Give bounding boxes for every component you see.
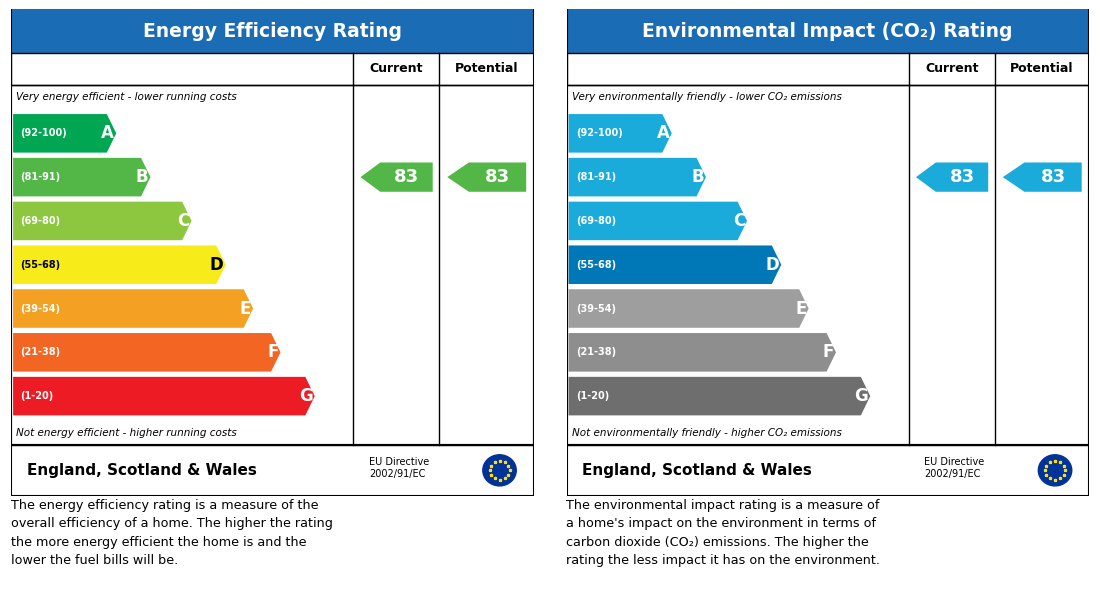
Text: C: C <box>733 212 745 230</box>
Text: (81-91): (81-91) <box>21 172 60 182</box>
Text: (55-68): (55-68) <box>21 260 60 270</box>
Text: Not energy efficient - higher running costs: Not energy efficient - higher running co… <box>16 428 236 438</box>
Text: Current: Current <box>925 62 979 75</box>
Text: 83: 83 <box>485 168 510 186</box>
Text: F: F <box>823 343 834 362</box>
Bar <box>566 445 1089 496</box>
Text: A: A <box>657 124 670 142</box>
Text: (69-80): (69-80) <box>21 216 60 226</box>
Bar <box>566 53 1089 84</box>
Text: Energy Efficiency Rating: Energy Efficiency Rating <box>143 22 402 41</box>
Bar <box>11 445 534 496</box>
Text: The environmental impact rating is a measure of
a home's impact on the environme: The environmental impact rating is a mea… <box>566 499 880 567</box>
Polygon shape <box>569 158 706 197</box>
Text: C: C <box>177 212 189 230</box>
Circle shape <box>483 455 516 486</box>
Text: Potential: Potential <box>1010 62 1074 75</box>
Text: (55-68): (55-68) <box>576 260 616 270</box>
Polygon shape <box>13 201 191 240</box>
Text: (39-54): (39-54) <box>21 304 60 314</box>
Text: G: G <box>855 387 868 405</box>
Bar <box>11 9 534 445</box>
Polygon shape <box>569 290 808 328</box>
Text: A: A <box>101 124 114 142</box>
Text: (92-100): (92-100) <box>21 128 67 139</box>
Polygon shape <box>569 114 672 153</box>
Bar <box>566 9 1089 53</box>
Text: D: D <box>210 256 223 274</box>
Text: E: E <box>795 299 806 317</box>
Polygon shape <box>1001 162 1082 192</box>
Polygon shape <box>13 333 280 371</box>
Text: England, Scotland & Wales: England, Scotland & Wales <box>26 463 256 478</box>
Text: (81-91): (81-91) <box>576 172 616 182</box>
Polygon shape <box>13 158 151 197</box>
Text: Very environmentally friendly - lower CO₂ emissions: Very environmentally friendly - lower CO… <box>572 92 842 102</box>
Text: Potential: Potential <box>454 62 518 75</box>
Text: Not environmentally friendly - higher CO₂ emissions: Not environmentally friendly - higher CO… <box>572 428 842 438</box>
Polygon shape <box>13 245 225 284</box>
Polygon shape <box>569 333 836 371</box>
Text: (69-80): (69-80) <box>576 216 616 226</box>
Text: EU Directive
2002/91/EC: EU Directive 2002/91/EC <box>368 458 429 479</box>
Text: (39-54): (39-54) <box>576 304 616 314</box>
Text: Current: Current <box>370 62 424 75</box>
Bar <box>11 53 534 84</box>
Text: B: B <box>135 168 149 186</box>
Polygon shape <box>446 162 527 192</box>
Text: 83: 83 <box>1041 168 1066 186</box>
Text: B: B <box>691 168 704 186</box>
Polygon shape <box>13 377 315 415</box>
Text: (1-20): (1-20) <box>576 391 609 401</box>
Polygon shape <box>569 201 747 240</box>
Polygon shape <box>13 114 117 153</box>
Text: G: G <box>299 387 312 405</box>
Polygon shape <box>569 245 781 284</box>
Bar <box>11 9 534 53</box>
Text: Environmental Impact (CO₂) Rating: Environmental Impact (CO₂) Rating <box>642 22 1013 41</box>
Text: 83: 83 <box>949 168 975 186</box>
Text: Very energy efficient - lower running costs: Very energy efficient - lower running co… <box>16 92 236 102</box>
Text: EU Directive
2002/91/EC: EU Directive 2002/91/EC <box>924 458 984 479</box>
Polygon shape <box>569 377 870 415</box>
Polygon shape <box>360 162 433 192</box>
Text: E: E <box>240 299 251 317</box>
Text: (21-38): (21-38) <box>576 347 616 357</box>
Text: D: D <box>766 256 779 274</box>
Text: (1-20): (1-20) <box>21 391 54 401</box>
Circle shape <box>1038 455 1071 486</box>
Text: (92-100): (92-100) <box>576 128 623 139</box>
Text: (21-38): (21-38) <box>21 347 60 357</box>
Text: F: F <box>267 343 278 362</box>
Text: The energy efficiency rating is a measure of the
overall efficiency of a home. T: The energy efficiency rating is a measur… <box>11 499 333 567</box>
Text: England, Scotland & Wales: England, Scotland & Wales <box>582 463 812 478</box>
Bar <box>566 9 1089 445</box>
Polygon shape <box>13 290 253 328</box>
Text: 83: 83 <box>394 168 419 186</box>
Polygon shape <box>915 162 989 192</box>
